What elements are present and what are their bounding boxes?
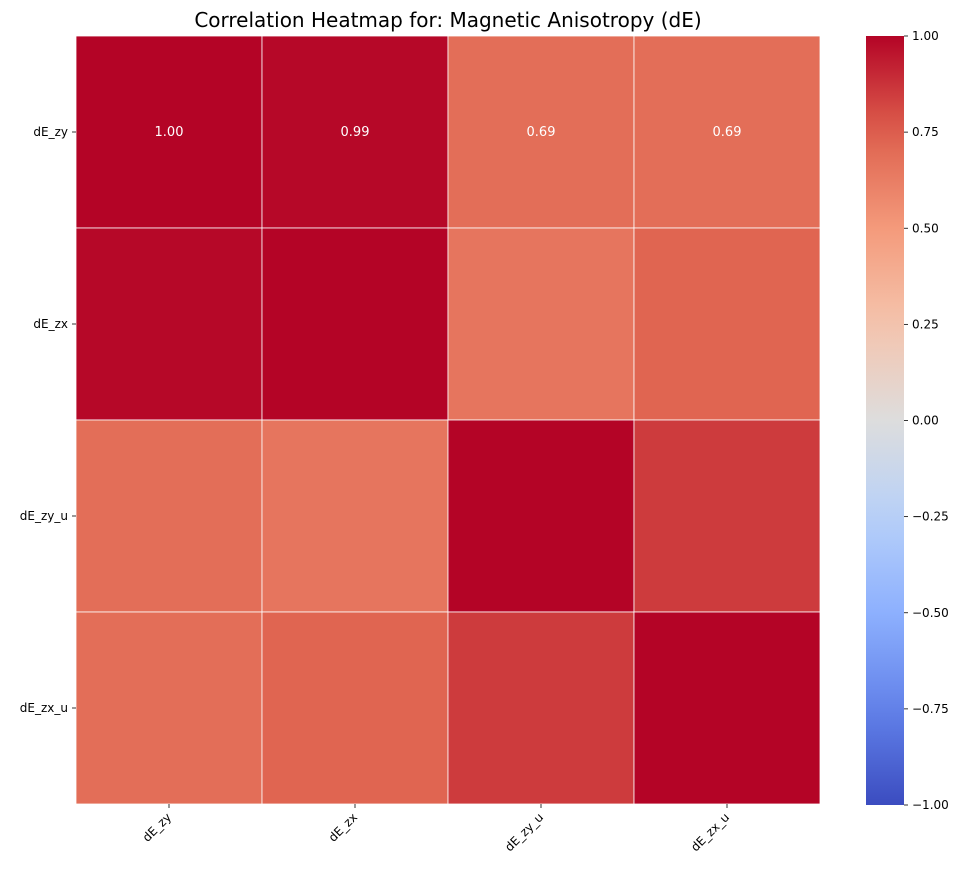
colorbar: 1.00 0.75 0.50 0.25 0.00 −0.25 −0.50 −0.75 −1.00: [866, 29, 949, 812]
heatmap-cell: [75, 419, 263, 613]
heatmap-cell: [633, 419, 821, 613]
cell-annotation: 0.69: [527, 125, 556, 140]
heatmap-cell: [261, 227, 449, 421]
colorbar-tick-label: −1.00: [912, 798, 949, 812]
colorbar-tick-label: 0.25: [912, 317, 939, 331]
x-tick-label: dE_zy_u: [502, 810, 546, 854]
cell-annotation: 1.00: [155, 125, 184, 140]
x-tick-label: dE_zx_u: [688, 810, 732, 854]
y-tick-label: dE_zy_u: [20, 509, 68, 523]
x-tick-label: dE_zy: [140, 810, 174, 844]
heatmap-cell: [447, 611, 635, 805]
colorbar-tick-label: 0.75: [912, 125, 939, 139]
heatmap-cell: [261, 35, 449, 229]
colorbar-tick-label: −0.75: [912, 702, 949, 716]
chart-title: Correlation Heatmap for: Magnetic Anisot…: [194, 8, 701, 32]
colorbar-tick-label: 0.50: [912, 221, 939, 235]
cell-annotation: 0.69: [713, 125, 742, 140]
cell-annotations: 1.00 0.99 0.69 0.69: [155, 125, 742, 140]
heatmap-cells: [75, 35, 821, 805]
y-axis: dE_zy dE_zx dE_zy_u dE_zx_u: [20, 125, 76, 715]
heatmap-cell: [447, 35, 635, 229]
heatmap-cell: [75, 611, 263, 805]
colorbar-tick-label: −0.50: [912, 606, 949, 620]
heatmap-cell: [261, 419, 449, 613]
colorbar-tick-label: 1.00: [912, 29, 939, 43]
cell-annotation: 0.99: [341, 125, 370, 140]
colorbar-gradient: [866, 36, 904, 805]
heatmap-cell: [75, 35, 263, 229]
heatmap-cell: [633, 35, 821, 229]
y-tick-label: dE_zy: [33, 125, 68, 139]
x-axis: dE_zy dE_zx dE_zy_u dE_zx_u: [140, 804, 732, 854]
heatmap-cell: [633, 227, 821, 421]
heatmap-cell: [75, 227, 263, 421]
heatmap-cell: [633, 611, 821, 805]
heatmap-cell: [447, 419, 635, 613]
heatmap-cell: [447, 227, 635, 421]
colorbar-tick-label: 0.00: [912, 414, 939, 428]
y-tick-label: dE_zx: [33, 317, 68, 331]
colorbar-tick-label: −0.25: [912, 510, 949, 524]
x-tick-label: dE_zx: [326, 810, 360, 844]
heatmap-cell: [261, 611, 449, 805]
y-tick-label: dE_zx_u: [20, 701, 68, 715]
